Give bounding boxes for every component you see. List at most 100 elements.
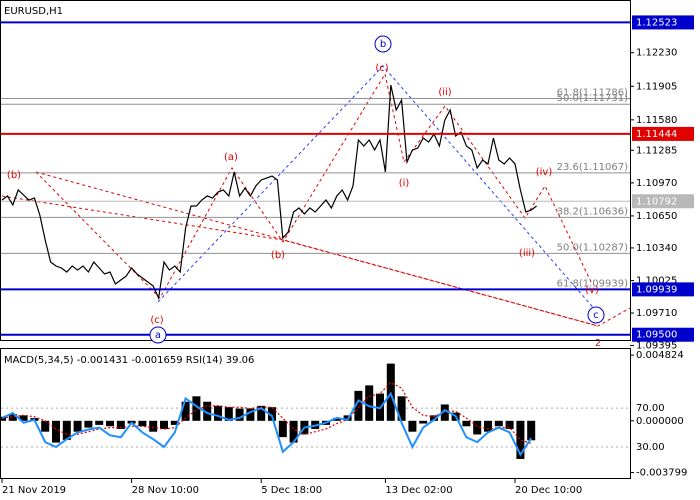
fibo-label: 50.0(1.11731)	[557, 93, 629, 104]
y-tick-label: 1.10340	[636, 243, 677, 254]
macd-bar	[473, 420, 482, 435]
macd-bar	[268, 407, 276, 421]
macd-bar	[8, 414, 17, 421]
macd-bar	[192, 396, 201, 421]
macd-bar	[106, 420, 114, 427]
wave-label: (i)	[399, 178, 410, 189]
macd-bar	[527, 420, 536, 441]
wave-label: a	[155, 330, 161, 341]
level-label: 1.09500	[636, 330, 677, 341]
macd-bar	[332, 418, 341, 421]
rsi-line	[1, 391, 533, 457]
chart-title: EURUSD,H1	[4, 6, 63, 17]
level-box	[632, 327, 694, 342]
macd-bar	[160, 420, 168, 429]
wave-circle	[149, 326, 167, 344]
red-wave-line	[35, 72, 593, 299]
macd-bar	[52, 420, 60, 443]
fibo-label: 23.6(1.11067)	[557, 162, 629, 173]
level-box	[632, 15, 694, 30]
macd-bar	[494, 420, 503, 427]
red-trend-line	[35, 171, 631, 327]
macd-bar	[462, 420, 471, 427]
wave-label: (v)	[585, 285, 599, 296]
indicator-frame	[0, 348, 631, 479]
signal-line	[1, 381, 532, 444]
macd-bar	[170, 420, 179, 425]
macd-bar	[430, 415, 438, 421]
y-tick-label: 1.10970	[636, 178, 677, 189]
level-label: 1.11444	[636, 129, 677, 140]
wave-circle	[587, 306, 605, 324]
wave-label: (c)	[375, 63, 388, 74]
last-price-label: 1.10792	[636, 196, 677, 207]
wave-lines	[1, 65, 631, 327]
price-line	[1, 84, 537, 301]
fibo-label: 61.8(1.09939)	[557, 278, 629, 289]
level-label: 1.09939	[636, 284, 677, 295]
y-tick-label: 1.11580	[636, 115, 677, 126]
last-price-box	[632, 194, 694, 209]
wave-circle	[374, 35, 392, 53]
macd-bar	[19, 415, 28, 421]
macd-bar	[419, 420, 428, 424]
macd-bar	[181, 401, 190, 421]
y-tick-label: 0.000000	[636, 416, 684, 427]
y-tick-label: 1.09395	[636, 341, 677, 352]
macd-bar	[116, 420, 125, 429]
level-box	[632, 282, 694, 297]
macd-bar	[516, 420, 525, 459]
wave-label: (iv)	[536, 167, 553, 178]
macd-bar	[73, 420, 82, 432]
level-label: 1.12523	[636, 17, 677, 28]
macd-bar	[246, 408, 255, 421]
red-trend-line	[1, 195, 599, 327]
macd-bar	[408, 420, 417, 432]
wave-label: (a)	[224, 152, 238, 163]
wave-label: (ii)	[438, 87, 451, 98]
wave-label: (iii)	[519, 248, 535, 259]
x-tick-label: 20 Dec 10:00	[515, 485, 582, 496]
macd-bar	[397, 396, 406, 421]
wave-label: b	[380, 39, 386, 50]
wave-label: (b)	[271, 250, 285, 261]
macd-bar	[214, 405, 222, 421]
macd-bar	[440, 404, 449, 421]
x-tick-label: 13 Dec 02:00	[385, 485, 452, 496]
fibo-label: 50.0(1.10287)	[557, 242, 629, 253]
macd-bar	[235, 408, 244, 421]
x-tick-label: 5 Dec 18:00	[261, 485, 322, 496]
main-frame	[0, 0, 631, 341]
macd-bar	[484, 420, 492, 432]
macd-bar	[149, 420, 158, 432]
indicator-legend: MACD(5,34,5) -0.001431 -0.001659 RSI(14)…	[4, 355, 254, 366]
fibo-label: 38.2(1.10636)	[557, 206, 629, 217]
macd-bar	[41, 420, 50, 432]
y-tick-label: 1.12230	[636, 48, 677, 59]
y-tick-label: 1.10025	[636, 275, 677, 286]
blue-wave-line	[157, 65, 598, 313]
x-tick-label: 28 Nov 10:00	[132, 485, 199, 496]
macd-bar	[257, 405, 266, 421]
macd-bar	[95, 420, 104, 425]
y-tick-label: 0.004824	[636, 350, 684, 361]
macd-bar	[138, 420, 147, 427]
macd-bar	[203, 401, 212, 421]
wave-label: (b)	[7, 170, 21, 181]
macd-bar	[84, 420, 93, 428]
wave-label: 2	[595, 338, 601, 349]
y-tick-label: 1.11905	[636, 81, 677, 92]
wave-label: c	[593, 310, 599, 321]
level-box	[632, 126, 694, 141]
macd-bar	[278, 420, 287, 438]
y-tick-label: -0.003799	[636, 468, 687, 479]
y-tick-label: 1.10650	[636, 211, 677, 222]
macd-bar	[62, 420, 71, 440]
fibo-label: 61.8(1.11786)	[557, 88, 629, 99]
y2-tick-label: 30.00	[636, 442, 665, 453]
macd-bar	[354, 390, 363, 421]
y-tick-label: 1.09710	[636, 308, 677, 319]
macd-bar	[505, 420, 514, 429]
x-tick-label: 21 Nov 2019	[2, 485, 66, 496]
